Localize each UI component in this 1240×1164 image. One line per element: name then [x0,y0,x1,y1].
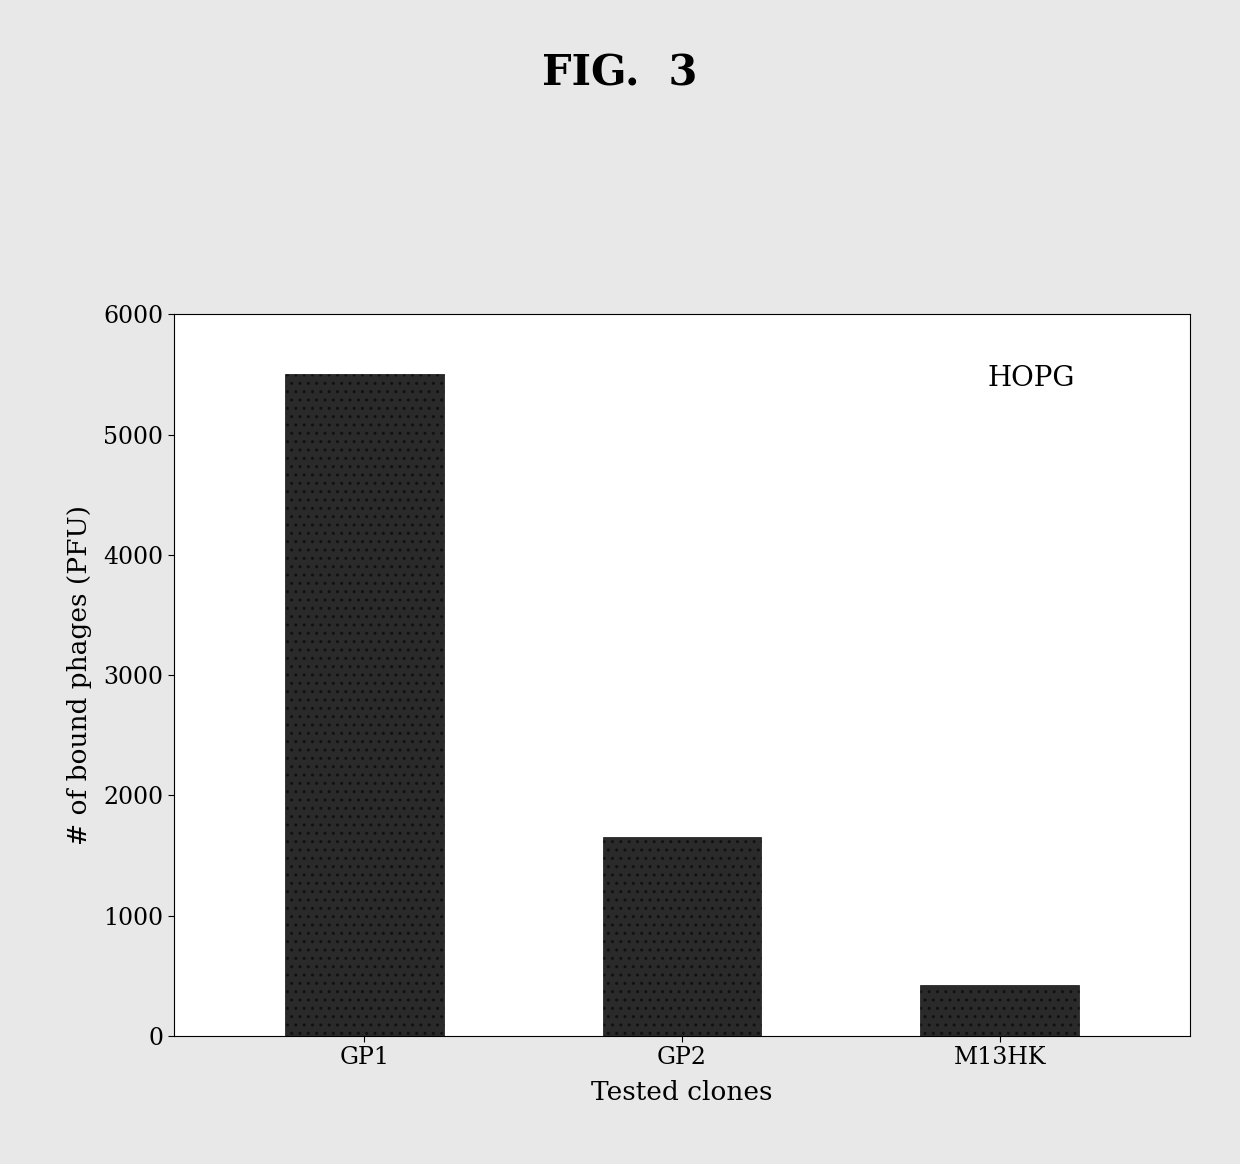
Bar [920,986,1079,1036]
Y-axis label: # of bound phages (PFU): # of bound phages (PFU) [67,505,92,845]
Bar [603,838,761,1036]
Text: HOPG: HOPG [987,364,1074,392]
X-axis label: Tested clones: Tested clones [591,1080,773,1106]
Text: FIG.  3: FIG. 3 [542,52,698,94]
Bar [285,375,444,1036]
